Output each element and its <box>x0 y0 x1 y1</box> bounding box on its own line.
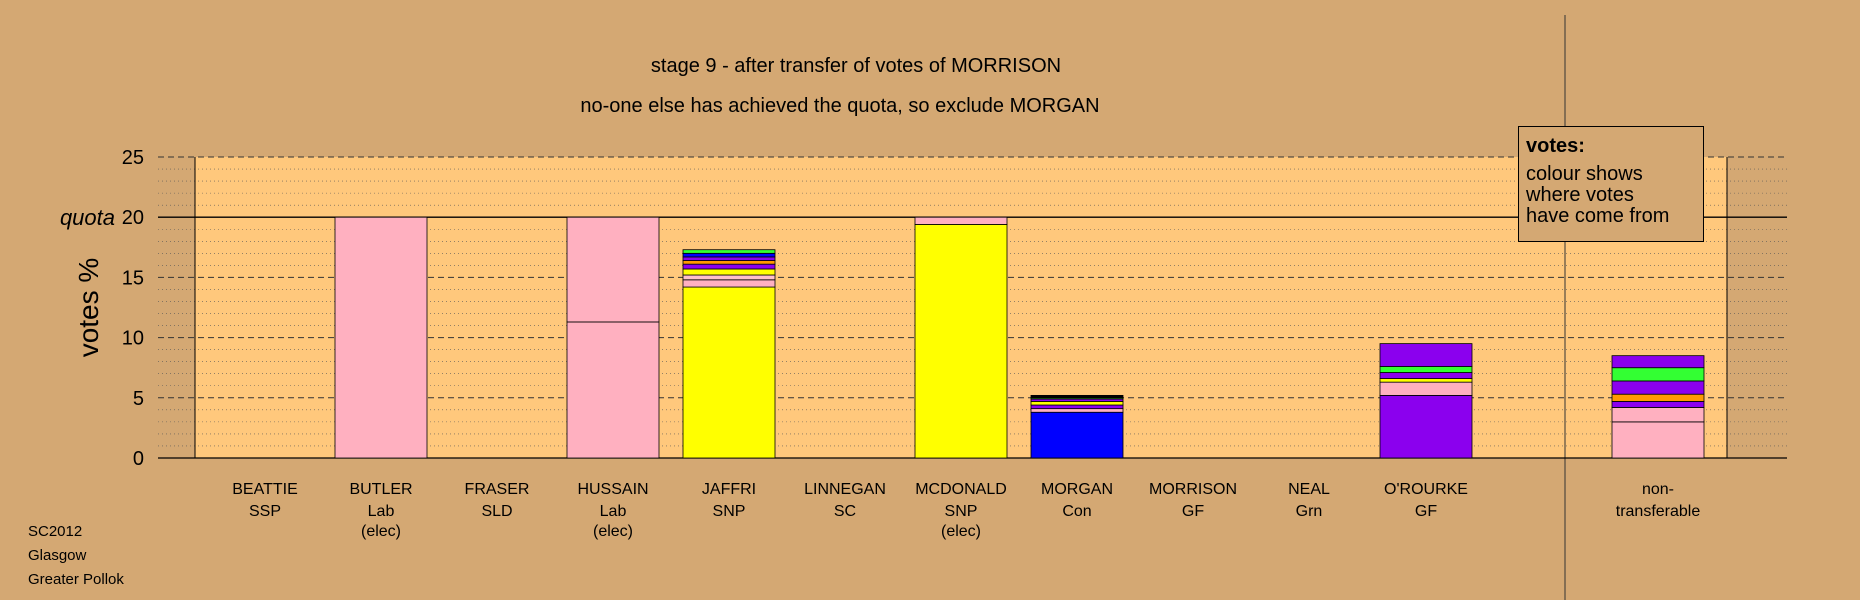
y-tick-label: 20 <box>122 207 144 229</box>
legend-title: votes: <box>1526 135 1585 157</box>
candidate-name: O'ROURKE <box>1384 481 1468 498</box>
y-tick-label: 0 <box>133 448 144 470</box>
bar-segment <box>1030 394 1124 399</box>
candidate-name: non- <box>1642 481 1674 498</box>
candidate-name: HUSSAIN <box>577 481 648 498</box>
chart-subtitle: no-one else has achieved the quota, so e… <box>580 95 1099 117</box>
bar-segment <box>682 256 776 261</box>
candidate-status: (elec) <box>361 523 401 540</box>
bar-segment <box>914 224 1008 459</box>
candidate-name: BUTLER <box>349 481 412 498</box>
bar-segment <box>1611 407 1705 423</box>
candidate-name: LINNEGAN <box>804 481 886 498</box>
bar-segment <box>1030 401 1124 406</box>
candidate-party: Con <box>1062 503 1091 520</box>
y-tick-label: 5 <box>133 388 144 410</box>
bar-segment <box>682 263 776 270</box>
footer-ward: Greater Pollok <box>28 571 124 588</box>
footer-info: SC2012 Glasgow Greater Pollok <box>28 520 124 592</box>
candidate-name: BEATTIE <box>232 481 298 498</box>
candidate-name: MORGAN <box>1041 481 1113 498</box>
bar-segment <box>1030 408 1124 413</box>
bar-segment <box>1611 393 1705 402</box>
candidate-name: NEAL <box>1288 481 1330 498</box>
candidate-party: Lab <box>600 503 627 520</box>
y-tick-label: 15 <box>122 267 144 289</box>
bar-segment <box>682 274 776 281</box>
bar-segment <box>1030 404 1124 410</box>
candidate-party: Lab <box>368 503 395 520</box>
bar-segment <box>1030 411 1124 459</box>
candidate-party: SLD <box>481 503 512 520</box>
y-tick-label: 25 <box>122 147 144 169</box>
bar-segment <box>334 216 428 459</box>
bar-segment <box>1379 366 1473 373</box>
candidate-party: GF <box>1415 503 1437 520</box>
candidate-party: SC <box>834 503 856 520</box>
bar-segment <box>1611 355 1705 369</box>
candidate-name: JAFFRI <box>702 481 756 498</box>
bar-segment <box>682 286 776 459</box>
y-axis-label: votes % <box>73 258 104 358</box>
legend-box: votes: colour shows where votes have com… <box>1518 126 1704 242</box>
legend-line-2: where votes <box>1526 184 1634 206</box>
y-tick-label: 10 <box>122 328 144 350</box>
candidate-party: GF <box>1182 503 1204 520</box>
candidate-status: (elec) <box>941 523 981 540</box>
legend-line-1: colour shows <box>1526 163 1643 185</box>
bar-segment <box>1611 367 1705 382</box>
candidate-party: SNP <box>945 503 978 520</box>
bar-segment <box>1379 394 1473 459</box>
candidate-party: SSP <box>249 503 281 520</box>
bar-segment <box>682 249 776 254</box>
bar-segment <box>1379 372 1473 379</box>
candidate-party: transferable <box>1616 503 1701 520</box>
candidate-name: MORRISON <box>1149 481 1237 498</box>
bar-segment <box>682 260 776 265</box>
bar-segment <box>1379 343 1473 367</box>
bar-segment <box>1611 421 1705 459</box>
bar-segment <box>682 252 776 258</box>
bar-segment <box>1611 401 1705 408</box>
chart-title: stage 9 - after transfer of votes of MOR… <box>651 55 1061 77</box>
candidate-name: FRASER <box>465 481 530 498</box>
candidate-party: SNP <box>713 503 746 520</box>
bar-segment <box>566 216 660 323</box>
bar-segment <box>914 216 1008 225</box>
bar-segment <box>1611 380 1705 395</box>
bar-segment <box>1379 378 1473 383</box>
legend-line-3: have come from <box>1526 205 1670 227</box>
footer-election: SC2012 <box>28 523 83 540</box>
bar-segment <box>566 321 660 459</box>
bar-segment <box>682 279 776 288</box>
bar-segment <box>1379 381 1473 396</box>
quota-label: quota <box>60 205 115 230</box>
footer-council: Glasgow <box>28 547 87 564</box>
candidate-status: (elec) <box>593 523 633 540</box>
candidate-party: Grn <box>1296 503 1323 520</box>
bar-segment <box>682 268 776 276</box>
candidate-name: MCDONALD <box>915 481 1007 498</box>
